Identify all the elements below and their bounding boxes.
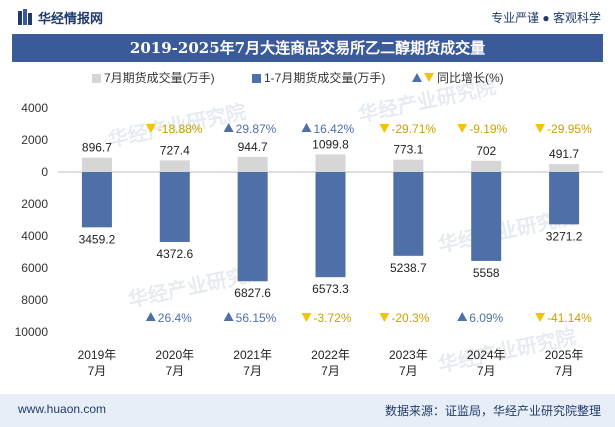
growth-monthly-label: -29.71% [391, 122, 436, 136]
bar-cumulative [237, 172, 268, 282]
growth-cumulative-marker-icon [379, 313, 390, 322]
x-tick-label: 2019年 7月 [78, 348, 117, 378]
top-bar: 华经情报网 专业严谨 ● 客观科学 [0, 0, 615, 34]
x-tick-label-line: 7月 [399, 364, 418, 378]
data-label-cumulative: 6573.3 [312, 282, 349, 296]
bar-cumulative [315, 172, 346, 278]
x-tick-label-line: 2019年 [78, 348, 117, 362]
x-tick-label-line: 2023年 [389, 348, 428, 362]
data-label-cumulative: 6827.6 [234, 286, 271, 300]
data-label-cumulative: 5238.7 [390, 261, 427, 275]
x-tick-label: 2023年 7月 [389, 348, 428, 378]
y-tick-label: 0 [41, 165, 48, 179]
legend-label-growth: 同比增长(%) [437, 71, 504, 85]
x-tick-label-line: 2024年 [467, 348, 506, 362]
bar-monthly [549, 164, 580, 172]
x-tick-label: 2024年 7月 [467, 348, 506, 378]
growth-cumulative-label: 6.09% [469, 311, 503, 325]
growth-cumulative-marker-icon [301, 313, 312, 322]
data-label-monthly: 944.7 [238, 140, 268, 154]
x-tick-label-line: 2025年 [545, 348, 584, 362]
data-label-cumulative: 3459.2 [79, 232, 116, 246]
data-label-cumulative: 4372.6 [156, 247, 193, 261]
data-label-cumulative: 3271.2 [546, 229, 583, 243]
data-label-monthly: 773.1 [393, 143, 423, 157]
logo-icon [18, 9, 32, 25]
growth-cumulative-marker-icon [457, 312, 468, 321]
bar-monthly [81, 157, 112, 172]
growth-monthly-label: -29.95% [547, 122, 592, 136]
bar-cumulative [159, 172, 190, 242]
data-label-monthly: 896.7 [82, 141, 112, 155]
footer-bar: www.huaon.com 数据来源：证监局，华经产业研究院整理 [0, 394, 615, 427]
x-tick-label-line: 7月 [555, 364, 574, 378]
x-tick-label-line: 2022年 [311, 348, 350, 362]
y-tick-label: 10000 [15, 325, 49, 339]
x-tick-label: 2025年 7月 [545, 348, 584, 378]
legend-label-monthly: 7月期货成交量(万手) [104, 70, 215, 85]
x-tick-label: 2021年 7月 [233, 348, 272, 378]
bar-monthly [315, 154, 346, 172]
x-tick-label: 2020年 7月 [155, 348, 194, 378]
growth-monthly-marker-icon [301, 123, 312, 132]
tagline: 专业严谨 ● 客观科学 [491, 11, 601, 25]
growth-cumulative-label: -3.72% [314, 311, 352, 325]
data-label-cumulative: 5558 [473, 266, 500, 280]
bar-cumulative [549, 172, 580, 225]
x-tick-label-line: 7月 [165, 364, 184, 378]
data-label-monthly: 702 [476, 144, 496, 158]
bar-cumulative [471, 172, 502, 261]
brand-name: 华经情报网 [38, 11, 104, 26]
growth-cumulative-marker-icon [535, 313, 546, 322]
growth-monthly-marker-icon [379, 124, 390, 133]
data-label-monthly: 1099.8 [312, 137, 349, 151]
bar-monthly [159, 160, 190, 172]
growth-cumulative-label: -20.3% [391, 311, 429, 325]
x-tick-label-line: 7月 [477, 364, 496, 378]
bar-monthly [471, 160, 502, 172]
footer-source: 数据来源：证监局，华经产业研究院整理 [384, 404, 601, 418]
legend-up-triangle-icon [412, 73, 422, 82]
y-tick-label: 2000 [21, 133, 48, 147]
y-tick-label: 2000 [21, 197, 48, 211]
growth-monthly-marker-icon [145, 124, 156, 133]
growth-cumulative-marker-icon [145, 312, 156, 321]
growth-monthly-marker-icon [223, 123, 234, 132]
x-tick-label-line: 2020年 [155, 348, 194, 362]
bar-monthly [393, 159, 424, 172]
legend-down-triangle-icon [424, 73, 434, 82]
legend-swatch-monthly [92, 74, 101, 83]
growth-cumulative-marker-icon [223, 312, 234, 321]
chart-area: 华经产业研究院 华经产业研究院华经产业研究院华经产业研究院华经产业研究院7月期货成… [15, 70, 603, 378]
legend-swatch-cumulative [252, 74, 261, 83]
y-tick-label: 6000 [21, 261, 48, 275]
footer-website: www.huaon.com [18, 402, 107, 416]
x-tick-label-line: 7月 [88, 364, 107, 378]
bar-cumulative [81, 172, 112, 228]
growth-monthly-label: 16.42% [314, 122, 355, 136]
x-tick-label-line: 7月 [321, 364, 340, 378]
bar-cumulative [393, 172, 424, 256]
chart-title: 2019-2025年7月大连商品交易所乙二醇期货成交量 [12, 34, 603, 62]
growth-monthly-label: -18.88% [158, 122, 203, 136]
growth-monthly-label: 29.87% [236, 122, 277, 136]
x-tick-label-line: 7月 [243, 364, 262, 378]
data-label-monthly: 727.4 [160, 143, 190, 157]
data-label-monthly: 491.7 [549, 147, 579, 161]
y-tick-label: 4000 [21, 101, 48, 115]
y-tick-label: 8000 [21, 293, 48, 307]
x-tick-label: 2022年 7月 [311, 348, 350, 378]
growth-monthly-label: -9.19% [469, 122, 507, 136]
x-tick-label-line: 2021年 [233, 348, 272, 362]
growth-cumulative-label: -41.14% [547, 311, 592, 325]
bar-monthly [237, 156, 268, 172]
legend-label-cumulative: 1-7月期货成交量(万手) [264, 70, 385, 85]
growth-monthly-marker-icon [457, 124, 468, 133]
y-tick-label: 4000 [21, 229, 48, 243]
growth-monthly-marker-icon [535, 124, 546, 133]
growth-cumulative-label: 26.4% [158, 311, 192, 325]
growth-cumulative-label: 56.15% [236, 311, 277, 325]
